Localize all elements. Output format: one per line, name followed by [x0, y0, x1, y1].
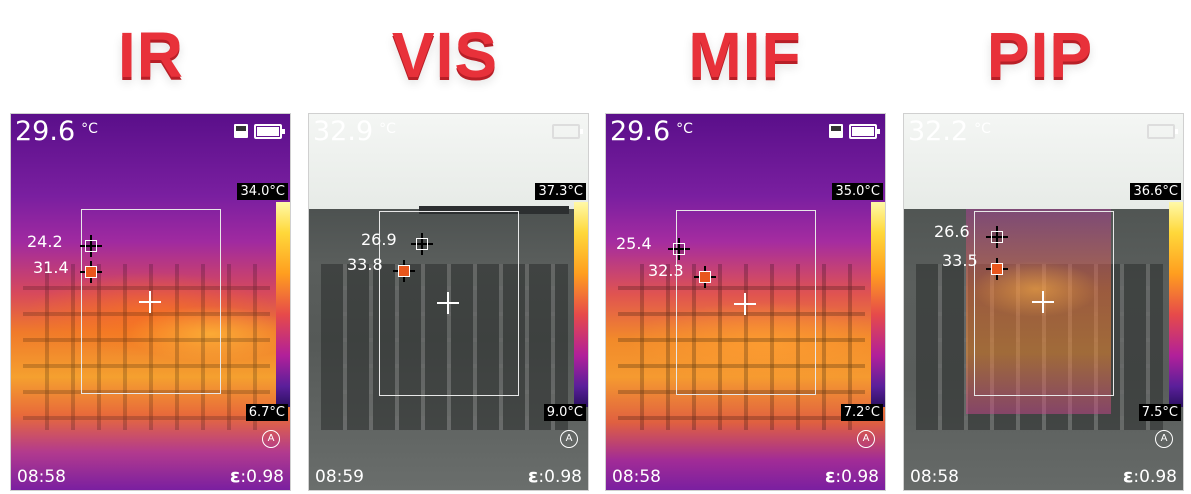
color-scale-bar	[276, 202, 290, 407]
color-scale-bar	[1169, 202, 1183, 407]
auto-mode-icon: A	[857, 430, 875, 448]
point2-value: 33.8	[347, 255, 383, 274]
center-crosshair-icon	[139, 291, 161, 313]
emissivity: ε:0.98	[824, 465, 879, 487]
center-temperature: 29.6 °C	[15, 116, 98, 147]
hot-point-marker-icon[interactable]	[80, 261, 102, 283]
roi-box[interactable]	[974, 211, 1114, 396]
roi-box[interactable]	[379, 211, 519, 396]
scale-max: 36.6°C	[1130, 183, 1181, 200]
panel-mif: 29.6 °C 35.0°C 7.2°C 25.4 32.3 A 08:58 ε:…	[605, 113, 886, 491]
heading-pip: PIP	[986, 19, 1094, 91]
scale-max: 34.0°C	[237, 183, 288, 200]
cold-point-marker-icon[interactable]	[80, 235, 102, 257]
emissivity: ε:0.98	[527, 465, 582, 487]
hot-point-marker-icon[interactable]	[393, 260, 415, 282]
keyboard-texture	[23, 264, 270, 430]
hot-point-marker-icon[interactable]	[986, 258, 1008, 280]
emissivity: ε:0.98	[229, 465, 284, 487]
sd-card-icon	[234, 124, 248, 138]
color-scale-bar	[574, 202, 588, 407]
panel-pip: 32.2 °C 36.6°C 7.5°C 26.6 33.5 A 08:58 ε:…	[903, 113, 1184, 491]
point1-value: 25.4	[616, 234, 652, 253]
cold-point-marker-icon[interactable]	[411, 233, 433, 255]
center-temperature: 32.9 °C	[313, 116, 396, 147]
sd-card-icon	[829, 124, 843, 138]
point2-value: 32.3	[648, 261, 684, 280]
point2-value: 33.5	[942, 251, 978, 270]
scale-max: 37.3°C	[535, 183, 586, 200]
heading-mif: MIF	[688, 19, 802, 91]
roi-box[interactable]	[81, 209, 221, 394]
emissivity: ε:0.98	[1122, 465, 1177, 487]
status-icons	[829, 124, 880, 139]
scale-min: 9.0°C	[543, 404, 586, 421]
point1-value: 26.6	[934, 222, 970, 241]
battery-icon	[552, 124, 583, 139]
point1-value: 26.9	[361, 230, 397, 249]
panel-vis: 32.9 °C 37.3°C 9.0°C 26.9 33.8 A 08:59 ε:…	[308, 113, 589, 491]
color-scale-bar	[871, 202, 885, 407]
status-icons	[234, 124, 285, 139]
battery-icon	[849, 124, 880, 139]
time: 08:59	[315, 467, 364, 487]
battery-icon	[1147, 124, 1178, 139]
auto-mode-icon: A	[1155, 430, 1173, 448]
time: 08:58	[17, 467, 66, 487]
heading-ir: IR	[118, 19, 184, 91]
auto-mode-icon: A	[262, 430, 280, 448]
center-crosshair-icon	[1032, 291, 1054, 313]
point2-value: 31.4	[33, 258, 69, 277]
time: 08:58	[612, 467, 661, 487]
hot-point-marker-icon[interactable]	[694, 266, 716, 288]
keyboard-texture	[618, 264, 865, 430]
cold-point-marker-icon[interactable]	[668, 238, 690, 260]
panel-ir: 29.6 °C 34.0°C 6.7°C 24.2 31.4 A 08:58 ε:…	[10, 113, 291, 491]
heading-vis: VIS	[391, 19, 499, 91]
center-temperature: 29.6 °C	[610, 116, 693, 147]
roi-box[interactable]	[676, 210, 816, 395]
status-icons	[1147, 124, 1178, 139]
point1-value: 24.2	[27, 232, 63, 251]
center-temperature: 32.2 °C	[908, 116, 991, 147]
taskbar	[419, 206, 569, 214]
time: 08:58	[910, 467, 959, 487]
scale-max: 35.0°C	[832, 183, 883, 200]
cold-point-marker-icon[interactable]	[986, 226, 1008, 248]
scale-min: 6.7°C	[245, 404, 288, 421]
battery-icon	[254, 124, 285, 139]
center-crosshair-icon	[437, 292, 459, 314]
scale-min: 7.5°C	[1138, 404, 1181, 421]
scale-min: 7.2°C	[840, 404, 883, 421]
keyboard-texture	[321, 264, 568, 430]
pip-thermal-overlay	[966, 209, 1111, 414]
auto-mode-icon: A	[560, 430, 578, 448]
status-icons	[552, 124, 583, 139]
center-crosshair-icon	[734, 293, 756, 315]
